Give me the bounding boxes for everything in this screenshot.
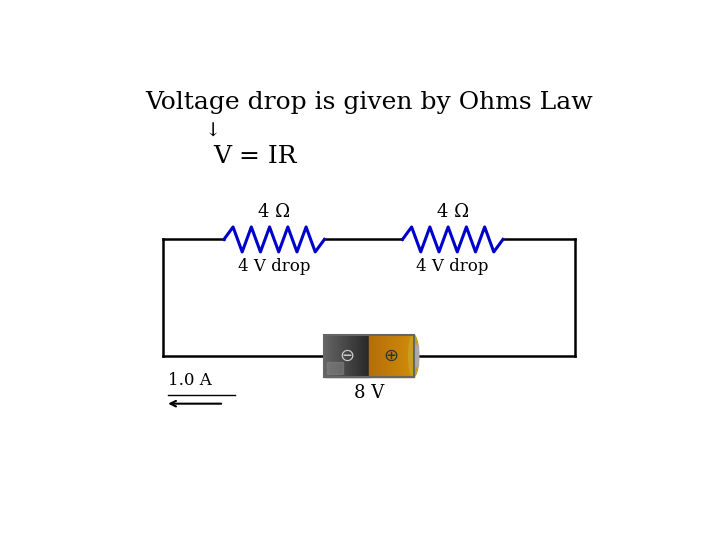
Text: 4 Ω: 4 Ω: [258, 204, 290, 221]
Bar: [372, 335, 374, 377]
Bar: [341, 335, 342, 377]
Bar: [405, 335, 406, 377]
Bar: [368, 335, 369, 377]
Bar: [394, 335, 395, 377]
Bar: [408, 335, 409, 377]
Bar: [404, 335, 405, 377]
Bar: [395, 335, 396, 377]
Bar: [350, 335, 351, 377]
Text: 8 V: 8 V: [354, 384, 384, 402]
Text: 4 Ω: 4 Ω: [436, 204, 469, 221]
Bar: [411, 335, 413, 377]
Text: ↓: ↓: [204, 123, 221, 140]
Text: 4 V drop: 4 V drop: [238, 258, 310, 275]
Bar: [344, 335, 346, 377]
Bar: [346, 335, 347, 377]
Bar: [336, 335, 337, 377]
Bar: [327, 362, 343, 374]
Bar: [330, 335, 331, 377]
Bar: [376, 335, 377, 377]
Text: 4 V drop: 4 V drop: [416, 258, 489, 275]
Bar: [392, 335, 394, 377]
Bar: [327, 335, 328, 377]
Bar: [389, 335, 390, 377]
Bar: [325, 335, 327, 377]
Bar: [409, 335, 410, 377]
Bar: [324, 335, 414, 377]
Text: ⊕: ⊕: [384, 347, 399, 365]
Bar: [359, 335, 360, 377]
Bar: [338, 335, 339, 377]
Bar: [352, 335, 354, 377]
Bar: [332, 335, 333, 377]
Bar: [343, 335, 344, 377]
Bar: [406, 335, 407, 377]
Bar: [382, 335, 384, 377]
Bar: [377, 335, 378, 377]
Bar: [348, 335, 349, 377]
Bar: [413, 346, 418, 366]
Bar: [384, 335, 386, 377]
Bar: [337, 335, 338, 377]
Bar: [398, 335, 399, 377]
Bar: [390, 335, 392, 377]
Bar: [347, 335, 348, 377]
Bar: [388, 335, 389, 377]
Bar: [354, 335, 356, 377]
Bar: [399, 335, 400, 377]
Bar: [328, 335, 329, 377]
Bar: [331, 335, 332, 377]
Bar: [360, 335, 361, 377]
Bar: [369, 335, 370, 377]
Ellipse shape: [409, 335, 418, 377]
Text: ⊖: ⊖: [339, 347, 354, 365]
Bar: [397, 335, 398, 377]
Bar: [378, 335, 379, 377]
Bar: [380, 335, 382, 377]
Bar: [361, 335, 362, 377]
Bar: [358, 335, 359, 377]
Bar: [401, 335, 402, 377]
Bar: [334, 335, 336, 377]
Text: V = IR: V = IR: [213, 145, 296, 168]
Bar: [400, 335, 401, 377]
Bar: [386, 335, 387, 377]
Bar: [339, 335, 340, 377]
Bar: [364, 335, 366, 377]
Bar: [362, 335, 364, 377]
Bar: [342, 335, 343, 377]
Bar: [340, 335, 341, 377]
Bar: [396, 335, 397, 377]
Bar: [366, 335, 368, 377]
Bar: [410, 335, 411, 377]
Text: Voltage drop is given by Ohms Law: Voltage drop is given by Ohms Law: [145, 91, 593, 114]
Bar: [407, 335, 408, 377]
Bar: [356, 335, 358, 377]
Bar: [324, 335, 325, 377]
Bar: [379, 335, 380, 377]
Bar: [333, 335, 334, 377]
Bar: [370, 335, 372, 377]
Bar: [374, 335, 376, 377]
Bar: [402, 335, 404, 377]
Text: 1.0 A: 1.0 A: [168, 372, 212, 389]
Bar: [387, 335, 388, 377]
Bar: [351, 335, 352, 377]
Bar: [329, 335, 330, 377]
Bar: [349, 335, 350, 377]
